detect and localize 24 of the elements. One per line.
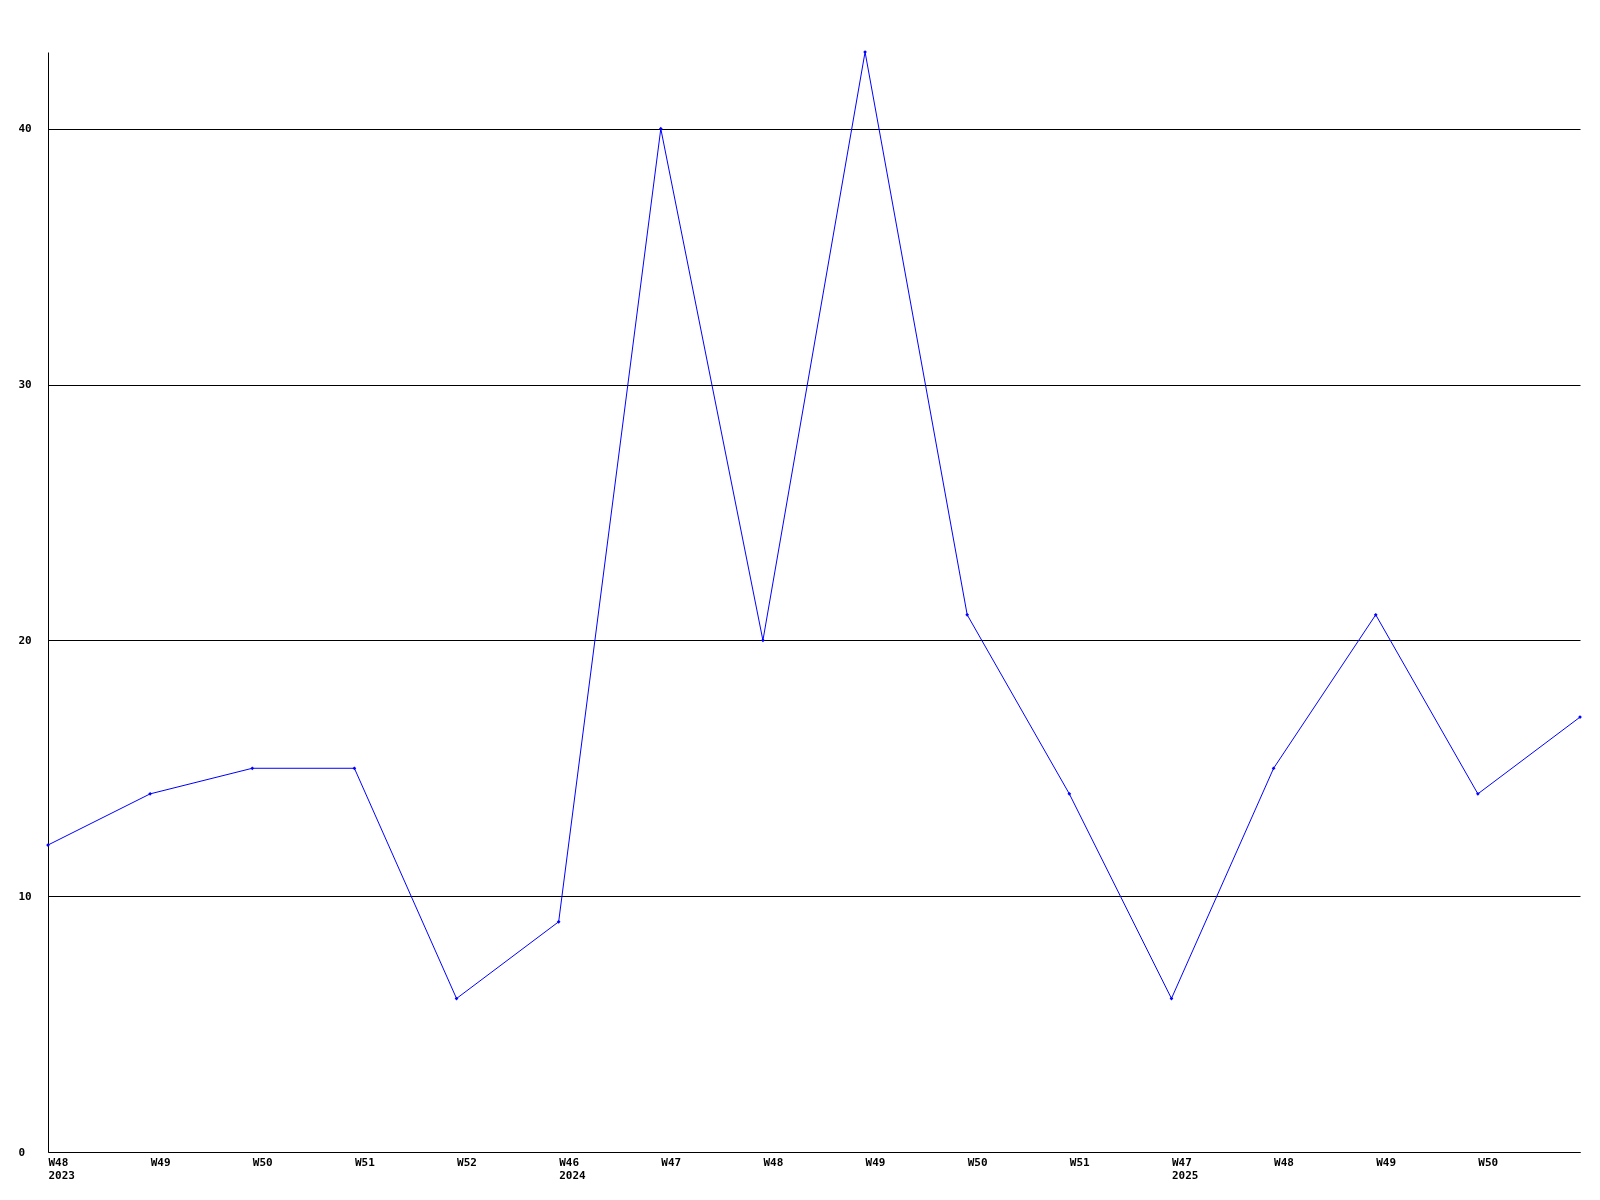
x-tick-label: W46 2024 [559, 1155, 587, 1182]
y-tick-label: 10 [18, 889, 32, 903]
y-tick-label: 20 [18, 633, 32, 647]
x-tick-label: W50 [1478, 1155, 1499, 1169]
x-tick-label: W51 [1069, 1155, 1091, 1169]
x-tick-label: W48 [763, 1155, 784, 1169]
x-tick-label: W48 2023 [48, 1155, 75, 1182]
y-tick-label: 30 [18, 378, 32, 392]
x-tick-label: W51 [354, 1155, 376, 1169]
x-tick-label: W50 [252, 1155, 273, 1169]
point [1271, 766, 1276, 771]
x-tick-label: W48 [1274, 1155, 1294, 1169]
line-series [46, 50, 1582, 1001]
x-tick-label: W47 2025 [1171, 1155, 1199, 1182]
point [761, 638, 765, 643]
x-tick-label: W52 [457, 1155, 477, 1169]
y-tick-label: 0 [18, 1145, 26, 1159]
x-tick-label: W49 [150, 1155, 171, 1169]
x-tick-label: W49 [865, 1155, 886, 1169]
y-tick-label: 40 [18, 122, 32, 136]
x-tick-label: W47 [661, 1155, 682, 1169]
point [1067, 791, 1072, 796]
x-tick-label: W50 [967, 1155, 988, 1169]
x-tick-label: W49 [1376, 1155, 1397, 1169]
